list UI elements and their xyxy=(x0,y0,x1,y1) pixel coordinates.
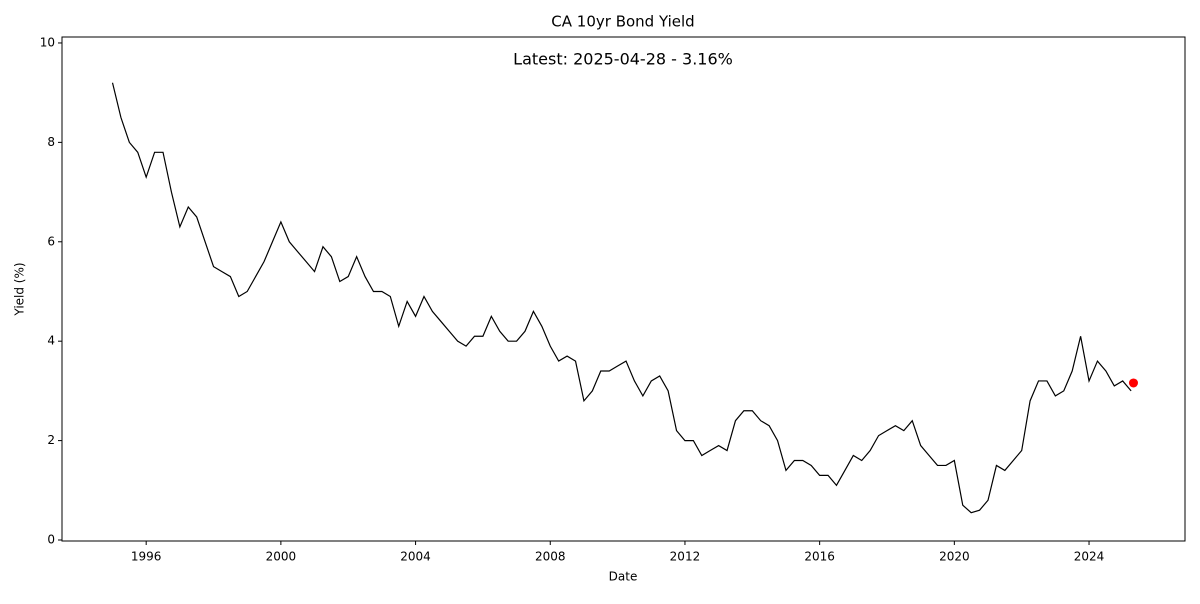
y-tick-label: 8 xyxy=(47,135,55,149)
line xyxy=(111,82,1132,514)
annotation: Latest: 2025-04-28 - 3.16% xyxy=(513,50,733,69)
x-tick-label: 2008 xyxy=(535,550,566,564)
y-tick-label: 2 xyxy=(47,433,55,447)
x-tick-label: 2024 xyxy=(1074,550,1105,564)
x-axis-label: Date xyxy=(609,570,638,584)
y-tick-label: 4 xyxy=(47,334,55,348)
plot-frame xyxy=(61,36,1186,542)
y-axis-label: Yield (%) xyxy=(13,262,27,316)
chart-title: CA 10yr Bond Yield xyxy=(551,13,694,31)
x-tick-label: 2016 xyxy=(804,550,835,564)
latest-point xyxy=(1128,378,1138,388)
x-tick-label: 2004 xyxy=(400,550,431,564)
y-tick-label: 6 xyxy=(47,234,55,248)
x-tick-label: 2000 xyxy=(266,550,297,564)
x-tick-label: 1996 xyxy=(131,550,162,564)
y-tick-label: 10 xyxy=(40,35,55,49)
x-tick-label: 2020 xyxy=(939,550,970,564)
x-tick-label: 2012 xyxy=(670,550,701,564)
y-tick-label: 0 xyxy=(47,533,55,547)
